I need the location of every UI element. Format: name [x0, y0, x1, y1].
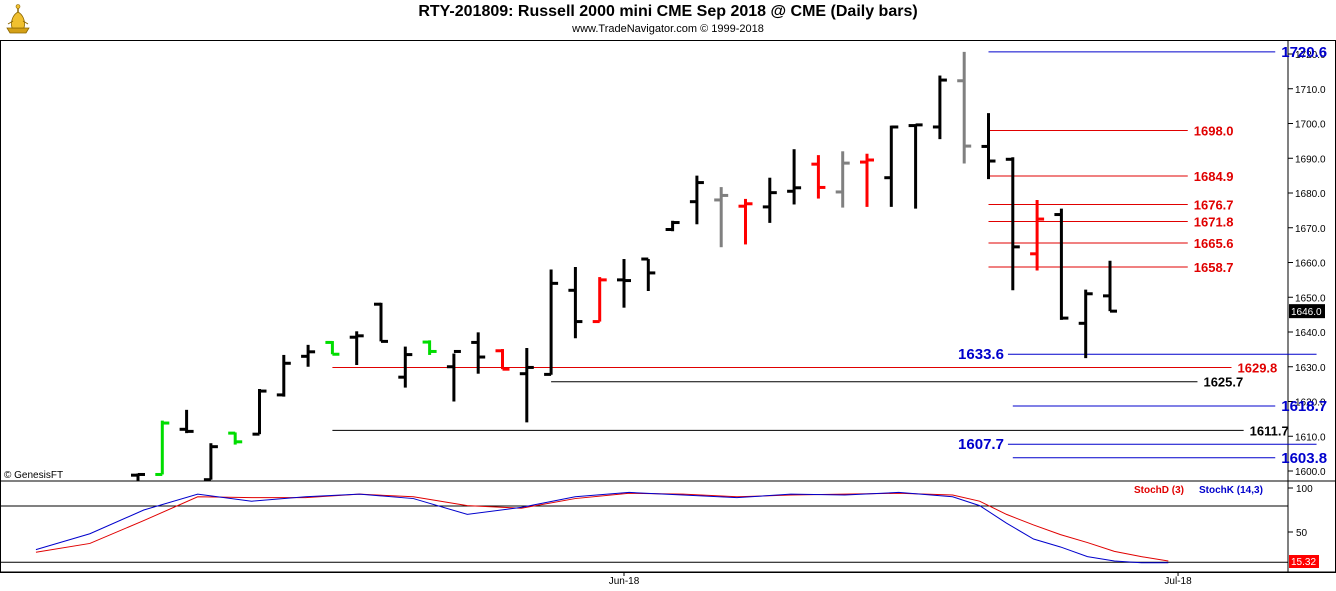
ohlc-bar: [252, 388, 267, 436]
ohlc-bar: [203, 443, 218, 482]
ohlc-bar: [860, 153, 874, 207]
level-label: 1698.0: [1194, 123, 1234, 138]
price-tick-label: 1600.0: [1295, 467, 1326, 478]
price-tick-label: 1690.0: [1295, 154, 1326, 165]
price-tick-label: 1710.0: [1295, 85, 1326, 96]
ohlc-bar: [301, 344, 316, 367]
ohlc-bar: [1103, 260, 1117, 313]
price-tick-label: 1660.0: [1295, 259, 1326, 270]
level-label: 1625.7: [1203, 375, 1243, 390]
level-label: 1658.7: [1194, 260, 1234, 275]
price-tick-label: 1620.0: [1295, 398, 1326, 409]
time-tick-label: Jun-18: [609, 576, 640, 587]
last-price-box: [1289, 304, 1325, 319]
chart-subtitle: www.TradeNavigator.com © 1999-2018: [572, 23, 764, 35]
level-label: 1665.6: [1194, 236, 1234, 251]
copyright-label: © GenesisFT: [4, 470, 63, 481]
ohlc-bar: [787, 149, 802, 205]
ohlc-bar: [1005, 157, 1020, 291]
stoch-legend-k: StochK (14,3): [1199, 485, 1263, 496]
ohlc-bar: [276, 354, 291, 397]
ohlc-bar: [811, 155, 826, 199]
chart-header: RTY-201809: Russell 2000 mini CME Sep 20…: [0, 0, 1336, 40]
ohlc-bar: [714, 187, 729, 248]
ohlc-bar: [689, 175, 704, 225]
last-price-label: 1646.0: [1291, 307, 1322, 318]
stoch-tick-label: 50: [1296, 528, 1308, 539]
stoch-last-value-box: [1289, 555, 1319, 568]
ohlc-bar: [495, 349, 510, 371]
ohlc-bar: [738, 198, 753, 245]
ohlc-bar: [981, 113, 996, 180]
price-tick-label: 1650.0: [1295, 293, 1326, 304]
level-label: 1618.7: [1281, 398, 1327, 415]
ohlc-bar: [1054, 208, 1069, 320]
ohlc-bar: [155, 420, 170, 476]
ohlc-bar: [592, 277, 607, 324]
chart-title: RTY-201809: Russell 2000 mini CME Sep 20…: [418, 3, 918, 20]
ohlc-bar: [957, 51, 972, 164]
stoch-series-line-0: [35, 492, 1169, 562]
level-label: 1633.6: [958, 346, 1004, 363]
ohlc-bar: [568, 267, 583, 339]
price-tick-label: 1680.0: [1295, 189, 1326, 200]
ohlc-bar: [228, 431, 243, 445]
ohlc-bar: [932, 75, 947, 140]
level-label: 1603.8: [1281, 450, 1327, 467]
price-tick-label: 1640.0: [1295, 328, 1326, 339]
ohlc-bar: [446, 349, 461, 402]
level-label: 1676.7: [1194, 197, 1234, 212]
price-tick-label: 1630.0: [1295, 363, 1326, 374]
stoch-legend-d: StochD (3): [1134, 485, 1184, 496]
level-label: 1720.6: [1281, 44, 1327, 61]
stoch-last-value-label: 15.32: [1291, 557, 1316, 568]
ohlc-bar: [471, 332, 486, 374]
price-tick-label: 1610.0: [1295, 432, 1326, 443]
ohlc-bar: [422, 340, 437, 355]
ohlc-bar: [762, 177, 777, 223]
ohlc-bar: [617, 259, 631, 308]
stoch-tick-label: 100: [1296, 484, 1313, 495]
ohlc-bar: [1030, 199, 1045, 271]
ohlc-bar: [884, 125, 899, 207]
time-tick-label: Jul-18: [1164, 576, 1192, 587]
ohlc-bar: [179, 409, 194, 434]
level-label: 1611.7: [1250, 423, 1289, 438]
ohlc-bar: [835, 151, 850, 208]
level-label: 1671.8: [1194, 214, 1234, 229]
ohlc-bar: [374, 302, 388, 343]
price-tick-label: 1670.0: [1295, 224, 1326, 235]
ohlc-bar: [519, 347, 534, 423]
ohlc-bar: [325, 340, 340, 356]
level-label: 1629.8: [1238, 360, 1278, 375]
ohlc-bar: [544, 269, 559, 376]
stoch-series-line-1: [35, 491, 1169, 564]
level-label: 1684.9: [1194, 169, 1234, 184]
lamp-logo-icon: [6, 4, 30, 34]
price-tick-label: 1700.0: [1295, 120, 1326, 131]
ohlc-bar: [641, 257, 656, 291]
level-label: 1607.7: [958, 436, 1004, 453]
ohlc-bar: [349, 331, 364, 366]
ohlc-bar: [665, 220, 680, 232]
ohlc-bar: [131, 472, 145, 482]
price-tick-label: 1720.0: [1295, 50, 1326, 61]
ohlc-bar: [398, 346, 413, 388]
ohlc-bar: [908, 123, 923, 209]
ohlc-bar: [1078, 289, 1093, 359]
